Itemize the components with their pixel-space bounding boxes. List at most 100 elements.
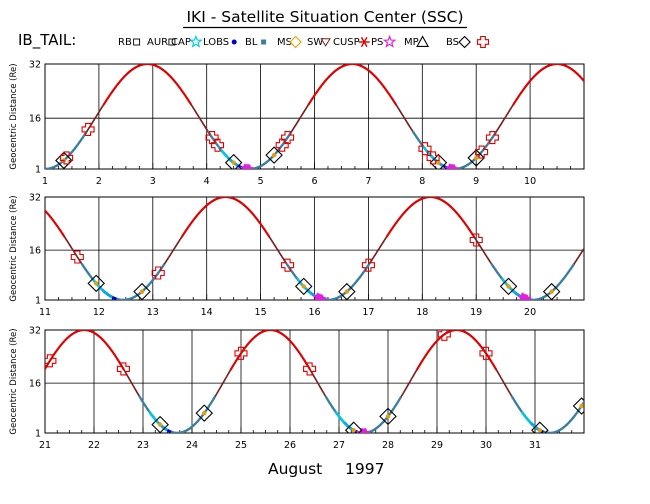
legend-item — [476, 35, 490, 49]
x-tick-label: 24 — [186, 440, 198, 451]
mp-crossing-marker — [133, 282, 151, 300]
legend-marker — [476, 35, 490, 49]
mp-crossing-dot — [344, 289, 350, 294]
legend-marker — [289, 35, 302, 49]
x-tick-label: 14 — [201, 307, 213, 318]
legend-marker — [231, 39, 237, 45]
x-tick-label: 12 — [93, 307, 105, 318]
mp-crossing-marker — [294, 277, 313, 296]
mp-crossing-dot — [94, 281, 99, 286]
x-tick-label: 27 — [333, 440, 345, 451]
x-tick-label: 13 — [147, 307, 159, 318]
bs-crossing-marker — [469, 233, 483, 247]
y-tick-label: 32 — [29, 60, 41, 71]
legend-item: LOBS — [203, 37, 237, 48]
x-tick-label: 1 — [42, 176, 48, 187]
orbit-point — [582, 79, 584, 83]
x-tick-label: 17 — [362, 307, 374, 318]
y-tick-label: 1 — [35, 429, 41, 440]
legend-label: PS — [371, 37, 383, 48]
legend-item: CAP — [171, 34, 203, 48]
bs-crossing-marker — [60, 151, 74, 165]
mp-crossing-marker — [344, 421, 363, 433]
x-tick-label: 10 — [524, 176, 536, 187]
x-tick-label: 23 — [137, 440, 149, 451]
x-tick-label: 29 — [431, 440, 443, 451]
bs-crossing-marker — [151, 266, 165, 280]
legend-label: RB — [118, 37, 132, 48]
mp-crossing-marker — [429, 153, 448, 169]
satellite-label: IB_TAIL: — [18, 31, 76, 50]
bs-crossing-marker — [210, 138, 225, 152]
mp-crossing-dot — [301, 284, 306, 289]
legend-item: PS — [371, 34, 397, 48]
mp-crossing-marker — [572, 397, 584, 415]
mp-crossing-marker — [87, 274, 105, 293]
legend-marker — [358, 36, 370, 48]
bs-crossing-marker — [418, 142, 432, 156]
x-tick-label: 19 — [470, 307, 482, 318]
legend-item: MP — [404, 35, 430, 48]
legend-item: AUR — [147, 37, 176, 48]
x-tick-label: 28 — [382, 440, 394, 451]
legend-label: MS — [277, 37, 292, 48]
mp-crossing-dot — [549, 289, 554, 294]
legend-marker — [382, 34, 397, 48]
bs-crossing-marker — [70, 250, 84, 264]
y-axis-label: Geocentric Distance (Re) — [9, 328, 19, 434]
orbit-point — [582, 248, 584, 251]
bs-crossing-marker — [485, 131, 499, 145]
legend-marker — [458, 35, 471, 49]
y-tick-label: 1 — [35, 296, 41, 307]
mp-crossing-marker — [224, 153, 243, 169]
panel-3: 21 22 23 24 25 26 27 28 29 30 31 1 16 32 Geocentric Di… — [9, 326, 585, 451]
mp-crossing-dot — [351, 428, 356, 433]
y-axis-label: Geocentric Distance (Re) — [9, 195, 19, 301]
x-tick-label: 2 — [96, 176, 102, 187]
mp-crossing-dot — [231, 160, 236, 165]
x-tick-label: 7 — [365, 176, 371, 187]
mp-crossing-dot — [474, 155, 479, 161]
x-tick-label: 26 — [284, 440, 296, 451]
x-tick-label: 3 — [150, 176, 156, 187]
bs-crossing-marker — [116, 362, 130, 376]
ps-marker — [317, 294, 328, 300]
mp-crossing-marker — [467, 149, 485, 167]
x-tick-label: 20 — [524, 307, 536, 318]
y-tick-label: 16 — [29, 379, 41, 390]
x-tick-label: 16 — [308, 307, 320, 318]
legend-marker — [261, 39, 267, 45]
bs-crossing-marker — [45, 354, 57, 368]
ps-marker — [522, 294, 533, 300]
legend-item: RB — [118, 37, 141, 48]
legend-label: MP — [404, 37, 419, 48]
legend-marker — [168, 38, 176, 46]
mp-crossing-dot — [271, 152, 277, 158]
legend-item: BL — [245, 37, 267, 48]
mp-crossing-marker — [531, 421, 549, 433]
mp-crossing-dot — [157, 422, 163, 427]
legend-marker — [189, 34, 203, 48]
legend-item: SW — [307, 37, 331, 48]
bs-crossing-marker — [281, 258, 295, 272]
mp-crossing-marker — [542, 282, 561, 300]
bs-crossing-marker — [205, 131, 219, 145]
bs-crossing-marker — [426, 151, 440, 165]
x-tick-label: 11 — [39, 307, 51, 318]
y-tick-label: 16 — [29, 114, 41, 125]
mp-crossing-dot — [139, 289, 145, 294]
legend-label: CAP — [171, 37, 191, 48]
mp-crossing-dot — [506, 284, 511, 289]
legend-label: BL — [245, 37, 258, 48]
x-tick-label: 25 — [235, 440, 247, 451]
mp-crossing-marker — [499, 277, 518, 296]
bs-crossing-marker — [479, 346, 493, 360]
x-tick-label: 22 — [88, 440, 100, 451]
mp-crossing-marker — [338, 282, 356, 300]
mp-crossing-dot — [537, 428, 543, 433]
legend-label: SW — [307, 37, 323, 48]
x-tick-label: 18 — [416, 307, 428, 318]
